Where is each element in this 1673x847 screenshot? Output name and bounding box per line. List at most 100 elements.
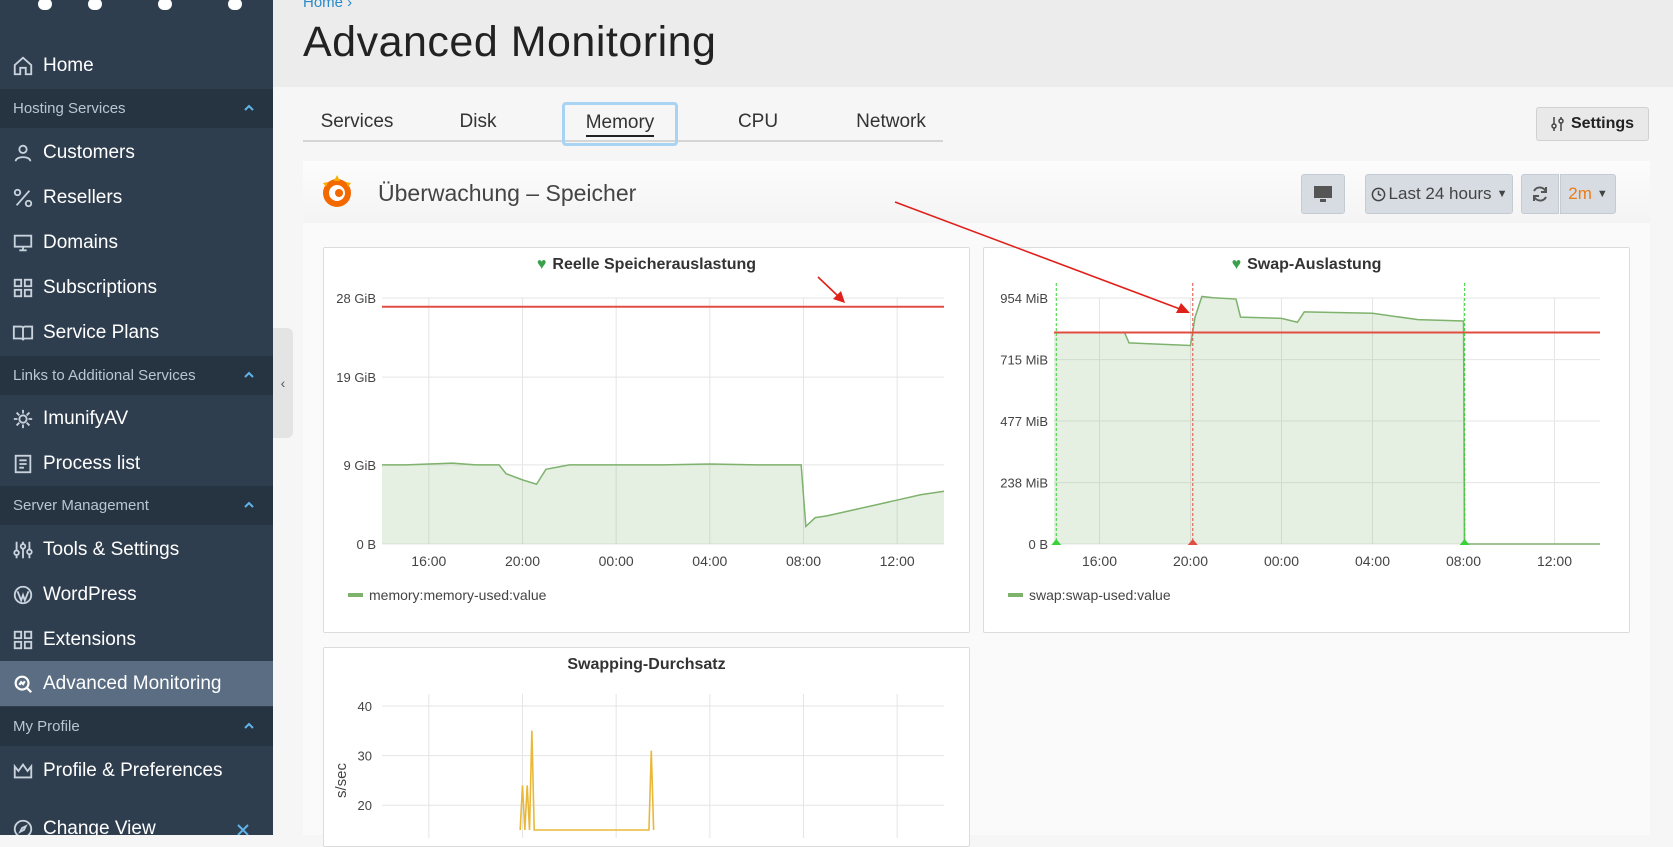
section-hosting-services[interactable]: Hosting Services: [0, 89, 273, 128]
section-my-profile[interactable]: My Profile: [0, 707, 273, 746]
panel-title: Swapping-Durchsatz: [324, 656, 969, 674]
settings-button[interactable]: Settings: [1536, 107, 1649, 141]
section-links-additional[interactable]: Links to Additional Services: [0, 356, 273, 395]
tab-network[interactable]: Network: [843, 104, 939, 140]
sidebar-item-label: Change View: [43, 817, 156, 836]
refresh-interval-label: 2m: [1568, 184, 1592, 203]
panel-title-text: Swapping-Durchsatz: [567, 656, 726, 673]
compass-icon: [12, 818, 34, 835]
memory-chart[interactable]: 0 B 9 GiB 19 GiB 28 GiB 16:00 20:00 00:00 04:00…: [324, 278, 971, 588]
sidebar-item-label: Domains: [43, 231, 118, 253]
tab-label: Disk: [459, 111, 497, 132]
sidebar-item-home[interactable]: Home: [0, 43, 273, 88]
sidebar-item-change-view[interactable]: Change View: [0, 806, 273, 835]
page-header: Home › Advanced Monitoring: [273, 0, 1673, 87]
dashboard-toolbar: Überwachung – Speicher Last 24 hours ▼ 2…: [303, 161, 1650, 223]
sidebar-item-label: Service Plans: [43, 321, 160, 343]
swap-chart[interactable]: 0 B 238 MiB 477 MiB 715 MiB 954 MiB 16:00 20:0…: [984, 278, 1631, 588]
y-tick-label: 9 GiB: [343, 458, 376, 473]
tab-memory[interactable]: Memory: [562, 102, 678, 146]
sidebar-item-subscriptions[interactable]: Subscriptions: [0, 265, 273, 310]
sidebar-item-label: ImunifyAV: [43, 407, 129, 429]
series-line: [519, 730, 655, 831]
sidebar-item-advanced-monitoring[interactable]: Advanced Monitoring: [0, 661, 273, 706]
caret-down-icon: ▼: [1596, 188, 1608, 200]
legend-item[interactable]: swap:swap-used:value: [1008, 587, 1171, 603]
panel-swap-usage: ♥ Swap-Auslastung 0 B 238 MiB 477 MiB 715 Mi…: [983, 247, 1630, 633]
sidebar-item-resellers[interactable]: Resellers: [0, 175, 273, 220]
x-tick-label: 12:00: [880, 553, 915, 569]
legend-swatch: [1008, 593, 1023, 597]
y-tick-label: 30: [358, 749, 372, 764]
time-range-picker[interactable]: Last 24 hours ▼: [1365, 174, 1513, 214]
crown-icon: [12, 760, 34, 782]
refresh-interval-picker[interactable]: 2m ▼: [1560, 174, 1616, 214]
breadcrumb[interactable]: Home ›: [303, 0, 353, 11]
sidebar-item-label: Resellers: [43, 186, 123, 208]
section-label: Links to Additional Services: [13, 367, 196, 384]
chevron-up-icon: [244, 104, 254, 111]
close-icon[interactable]: [237, 824, 249, 835]
x-tick-label: 00:00: [599, 553, 634, 569]
chevron-up-icon: [244, 722, 254, 729]
annotation-triangle: [1459, 539, 1470, 545]
dashboard-title: Überwachung – Speicher: [378, 180, 637, 206]
tab-label: CPU: [737, 111, 779, 132]
sidebar-item-domains[interactable]: Domains: [0, 220, 273, 265]
heart-icon: ♥: [1231, 256, 1242, 273]
panel-title-text: Reelle Speicherauslastung: [552, 256, 757, 273]
section-label: My Profile: [13, 718, 80, 735]
sidebar-item-process-list[interactable]: Process list: [0, 441, 273, 486]
y-tick-label: 0 B: [356, 537, 376, 552]
panel-title-text: Swap-Auslastung: [1247, 256, 1382, 273]
sidebar-item-customers[interactable]: Customers: [0, 130, 273, 175]
y-tick-label: 40: [358, 699, 372, 714]
grid-icon: [12, 277, 34, 299]
wordpress-icon: [12, 584, 34, 606]
y-tick-label: 28 GiB: [336, 291, 376, 306]
settings-label: Settings: [1570, 115, 1635, 132]
sidebar-collapse-toggle[interactable]: ‹: [273, 328, 293, 438]
tab-bar: Services Disk Memory CPU Network: [303, 102, 943, 146]
sidebar-item-label: Subscriptions: [43, 276, 158, 298]
sidebar-item-label: Home: [43, 54, 94, 76]
annotation-triangle: [1187, 539, 1198, 545]
tab-services[interactable]: Services: [309, 104, 405, 140]
y-tick-label: 238 MiB: [1000, 476, 1048, 491]
sidebar-item-tools-settings[interactable]: Tools & Settings: [0, 527, 273, 572]
y-tick-label: 715 MiB: [1000, 353, 1048, 368]
swap-rate-chart[interactable]: 20 30 40 s/sec: [324, 678, 971, 838]
tv-mode-button[interactable]: [1301, 174, 1345, 214]
clock-icon: [1371, 187, 1385, 201]
sidebar-item-extensions[interactable]: Extensions: [0, 617, 273, 662]
checklist-icon: [12, 453, 34, 475]
grafana-logo-icon: [323, 175, 351, 207]
sidebar-item-wordpress[interactable]: WordPress: [0, 572, 273, 617]
series-line: [1054, 295, 1600, 545]
section-label: Hosting Services: [13, 100, 126, 117]
legend-swatch: [348, 593, 363, 597]
sidebar-item-label: Advanced Monitoring: [43, 672, 222, 694]
section-label: Server Management: [13, 497, 149, 514]
extensions-icon: [12, 629, 34, 651]
x-tick-label: 08:00: [1446, 553, 1481, 569]
settings-sliders-icon: [1551, 117, 1564, 131]
tab-cpu[interactable]: CPU: [723, 104, 793, 140]
x-tick-label: 12:00: [1537, 553, 1572, 569]
legend-label: swap:swap-used:value: [1029, 587, 1171, 603]
sidebar-item-profile-preferences[interactable]: Profile & Preferences: [0, 748, 273, 793]
sidebar-item-label: Profile & Preferences: [43, 759, 223, 781]
legend-item[interactable]: memory:memory-used:value: [348, 587, 546, 603]
sidebar-item-service-plans[interactable]: Service Plans: [0, 310, 273, 355]
refresh-icon: [1533, 186, 1547, 202]
refresh-button[interactable]: [1521, 174, 1559, 214]
x-tick-label: 00:00: [1264, 553, 1299, 569]
sidebar-item-label: Customers: [43, 141, 135, 163]
tab-disk[interactable]: Disk: [443, 104, 513, 140]
chevron-up-icon: [244, 371, 254, 378]
sidebar-item-label: Tools & Settings: [43, 538, 180, 560]
y-tick-label: 19 GiB: [336, 370, 376, 385]
sidebar-item-imunifyav[interactable]: ImunifyAV: [0, 396, 273, 441]
y-tick-label: 477 MiB: [1000, 414, 1048, 429]
section-server-management[interactable]: Server Management: [0, 486, 273, 525]
